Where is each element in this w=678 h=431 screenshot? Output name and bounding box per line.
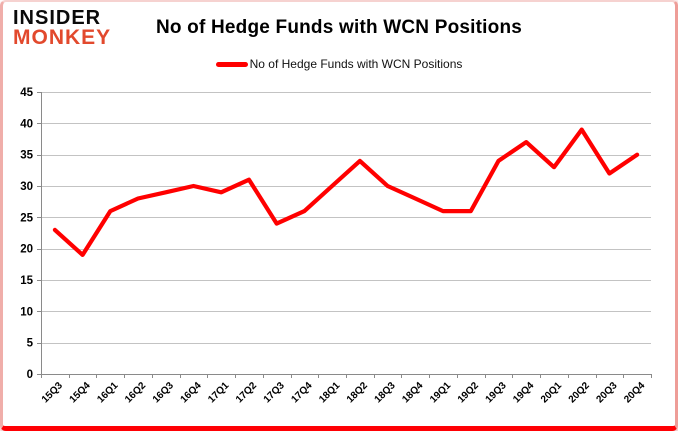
svg-text:40: 40 — [20, 118, 33, 130]
svg-text:15: 15 — [20, 275, 33, 287]
svg-text:15Q3: 15Q3 — [40, 380, 65, 405]
svg-text:10: 10 — [20, 306, 33, 318]
svg-text:20Q3: 20Q3 — [594, 380, 619, 405]
page-title: No of Hedge Funds with WCN Positions — [155, 17, 523, 38]
svg-text:25: 25 — [20, 212, 33, 224]
svg-text:18Q1: 18Q1 — [317, 380, 342, 405]
svg-text:16Q1: 16Q1 — [95, 380, 120, 405]
logo-line-insider: INSIDER — [13, 7, 102, 29]
svg-text:18Q4: 18Q4 — [400, 380, 425, 405]
x-axis-labels: 15Q3 15Q4 16Q1 16Q2 16Q3 16Q4 17Q1 17Q2 17Q3 17Q4… — [40, 380, 648, 405]
axes — [41, 92, 651, 375]
series-line — [52, 127, 640, 257]
svg-text:20Q1: 20Q1 — [539, 380, 564, 405]
logo-line-monkey: MONKEY — [13, 25, 112, 49]
svg-text:16Q4: 16Q4 — [179, 380, 204, 405]
svg-text:18Q2: 18Q2 — [345, 380, 370, 405]
svg-text:17Q3: 17Q3 — [262, 380, 287, 405]
svg-text:16Q2: 16Q2 — [123, 380, 148, 405]
svg-text:20: 20 — [20, 244, 33, 256]
legend-label: No of Hedge Funds with WCN Positions — [249, 57, 463, 71]
svg-text:45: 45 — [20, 87, 33, 99]
svg-text:35: 35 — [20, 150, 33, 162]
line-chart-svg: 0 5 10 15 20 25 30 35 40 45 15Q3 15Q4 16Q1 16Q2 16Q3 16… — [20, 87, 652, 405]
legend-line-swatch — [215, 61, 248, 67]
y-tick-marks — [37, 92, 41, 375]
chart-legend: No of Hedge Funds with WCN Positions — [3, 56, 675, 72]
svg-text:18Q3: 18Q3 — [373, 380, 398, 405]
svg-text:17Q4: 17Q4 — [289, 380, 314, 405]
svg-text:15Q4: 15Q4 — [68, 380, 93, 405]
svg-text:19Q4: 19Q4 — [511, 380, 536, 405]
svg-text:20Q2: 20Q2 — [567, 380, 592, 405]
y-gridlines — [41, 92, 651, 344]
svg-text:30: 30 — [20, 181, 33, 193]
insider-monkey-logo: INSIDER MONKEY — [13, 7, 112, 49]
svg-text:19Q3: 19Q3 — [484, 380, 509, 405]
svg-text:19Q2: 19Q2 — [456, 380, 481, 405]
svg-text:0: 0 — [27, 369, 33, 381]
svg-text:5: 5 — [27, 338, 34, 350]
y-axis-labels: 0 5 10 15 20 25 30 35 40 45 — [20, 87, 33, 381]
svg-text:17Q1: 17Q1 — [206, 380, 231, 405]
svg-text:20Q4: 20Q4 — [622, 380, 647, 405]
svg-text:19Q1: 19Q1 — [428, 380, 453, 405]
x-tick-marks — [41, 374, 652, 378]
svg-text:17Q2: 17Q2 — [234, 380, 259, 405]
svg-text:16Q3: 16Q3 — [151, 380, 176, 405]
